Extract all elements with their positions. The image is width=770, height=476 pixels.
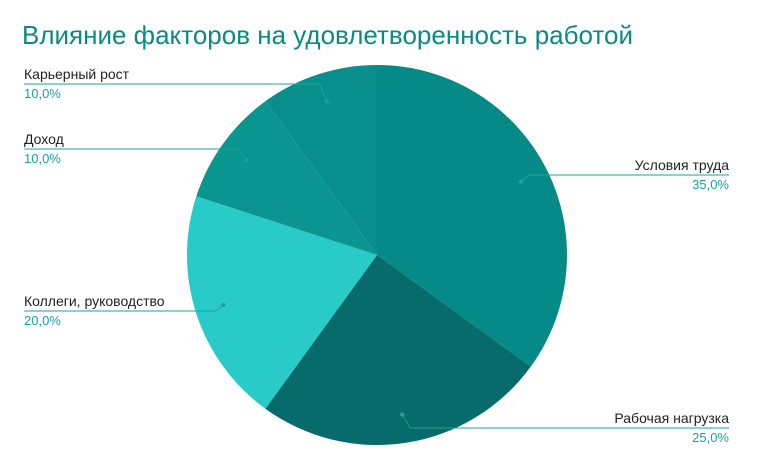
pie-slice (196, 101, 377, 255)
chart-title: Влияние факторов на удовлетворенность ра… (22, 20, 633, 50)
slice-label: Рабочая нагрузка (614, 410, 729, 426)
slice-label: Коллеги, руководство (24, 293, 165, 309)
pie-slice (187, 196, 377, 409)
slice-value-label: 25,0% (692, 430, 729, 445)
slice-value-label: 20,0% (24, 313, 61, 328)
leader-line (24, 83, 328, 102)
leader-line (24, 304, 224, 312)
pie-slice (265, 255, 531, 445)
slice-labels: Условия труда 35,0% Рабочая нагрузка 25,0% К… (24, 66, 729, 445)
slice-label: Условия труда (635, 157, 730, 173)
leader-line (401, 414, 729, 429)
pie-slice (377, 65, 567, 367)
slice-value-label: 35,0% (692, 177, 729, 192)
slice-label: Карьерный рост (24, 66, 130, 82)
slice-label: Доход (24, 131, 64, 147)
pie-slice (265, 65, 377, 255)
leader-line (520, 174, 729, 183)
slice-value-label: 10,0% (24, 151, 61, 166)
leader-lines (24, 83, 729, 429)
leader-line (24, 148, 247, 161)
pie-slices (187, 65, 567, 445)
slice-value-label: 10,0% (24, 86, 61, 101)
